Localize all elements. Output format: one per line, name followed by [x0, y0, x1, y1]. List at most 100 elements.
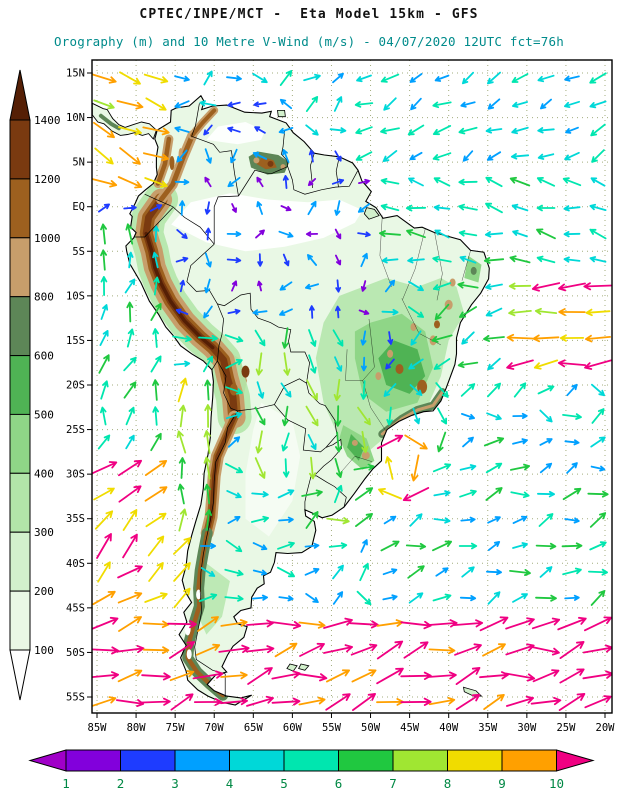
wind-arrow	[225, 462, 243, 474]
wind-arrow	[255, 229, 265, 239]
lat-tick-label: 20S	[66, 380, 85, 392]
wind-arrow	[487, 591, 501, 605]
chart-title: CPTEC/INPE/MCT - Eta Model 15km - GFS	[139, 7, 479, 22]
orography-llanos	[206, 122, 265, 145]
country-border	[134, 207, 174, 238]
wind-arrow	[251, 491, 269, 498]
wind-arrow	[410, 330, 422, 346]
state-border	[345, 349, 363, 381]
wind-arrow	[174, 100, 190, 109]
wind-arrow	[335, 431, 342, 453]
wind-arrow	[115, 699, 145, 707]
wind-arrow	[409, 384, 423, 396]
wind-arrow	[582, 644, 612, 654]
wind-arrow	[461, 331, 475, 345]
wind-arrow	[281, 432, 290, 452]
state-border	[379, 215, 392, 287]
orography-andes-ridge	[158, 132, 195, 203]
wind-arrow	[485, 487, 503, 501]
wind-arrow	[407, 257, 425, 264]
wind-arrow	[562, 413, 582, 420]
orography-colorbar-label: 300	[34, 526, 54, 539]
wind-arrow	[224, 334, 244, 343]
wind-arrow	[376, 698, 404, 706]
wind-arrow	[126, 328, 135, 348]
orography-colorbar-top-arrow	[9, 69, 31, 121]
wind-arrow	[432, 593, 452, 602]
country-border	[213, 195, 239, 245]
wind-arrow	[376, 434, 404, 450]
wind-arrow	[506, 695, 534, 707]
wind-arrow	[195, 643, 221, 656]
wind-arrow	[227, 176, 241, 188]
wind-arrow	[382, 594, 398, 601]
wind-arrow	[585, 308, 611, 317]
wind-arrow	[350, 643, 378, 656]
wind-colorbar-label: 9	[498, 776, 506, 791]
wind-arrow	[558, 308, 586, 316]
wind-arrow	[408, 306, 424, 318]
wind-arrow	[566, 383, 578, 397]
wind-arrow	[487, 382, 501, 398]
wind-arrow	[360, 356, 367, 372]
wind-arrow	[459, 306, 477, 318]
wind-arrow	[458, 203, 478, 211]
wind-arrow	[325, 693, 351, 711]
wind-arrow	[255, 430, 263, 454]
wind-arrow	[356, 74, 372, 83]
wind-arrow	[351, 669, 377, 683]
wind-arrow	[400, 697, 432, 706]
wind-arrow	[410, 97, 422, 111]
wind-arrow	[323, 644, 353, 654]
wind-arrow	[510, 463, 530, 471]
lat-tick-label: 10N	[66, 112, 85, 124]
wind-arrow	[483, 335, 505, 342]
wind-arrow	[589, 512, 607, 528]
wind-arrow	[452, 619, 484, 628]
wind-arrow	[487, 71, 501, 85]
wind-arrow	[282, 253, 290, 267]
wind-arrow	[382, 150, 398, 162]
wind-arrow	[173, 537, 191, 555]
wind-arrow	[513, 382, 527, 398]
wind-arrow	[590, 177, 606, 187]
wind-arrow	[461, 413, 475, 420]
wind-arrow	[98, 203, 110, 213]
wind-arrow	[564, 594, 580, 601]
wind-arrow	[360, 380, 368, 400]
wind-arrow	[358, 178, 370, 185]
wind-arrow	[400, 671, 432, 680]
central-america-landmass	[92, 102, 157, 140]
wind-arrow	[123, 381, 137, 399]
wind-arrow	[177, 377, 188, 403]
wind-arrow	[487, 516, 501, 524]
wind-arrow	[512, 542, 528, 549]
wind-colorbar-segment	[338, 749, 394, 772]
wind-arrow	[270, 621, 302, 630]
wind-arrow	[479, 616, 509, 632]
wind-arrow	[175, 308, 189, 315]
wind-arrow	[174, 75, 190, 82]
wind-arrow	[204, 278, 211, 294]
wind-arrow	[506, 333, 534, 342]
wind-arrow	[123, 356, 137, 372]
wind-arrow	[192, 670, 224, 680]
wind-arrow	[93, 99, 115, 110]
wind-arrow	[173, 587, 191, 609]
wind-arrow	[328, 542, 348, 549]
wind-arrow	[220, 619, 248, 627]
wind-arrow	[309, 305, 315, 319]
wind-arrow	[358, 309, 370, 315]
wind-arrow	[303, 73, 321, 82]
wind-arrow	[512, 101, 528, 108]
map-area	[92, 60, 612, 713]
lon-tick-label: 55W	[322, 722, 342, 734]
wind-arrow	[92, 178, 118, 188]
wind-arrow	[279, 70, 293, 86]
wind-arrow	[432, 255, 452, 263]
wind-arrow	[278, 230, 294, 238]
wind-arrow	[381, 257, 399, 264]
wind-arrow	[459, 464, 477, 471]
wind-arrow	[123, 204, 137, 211]
